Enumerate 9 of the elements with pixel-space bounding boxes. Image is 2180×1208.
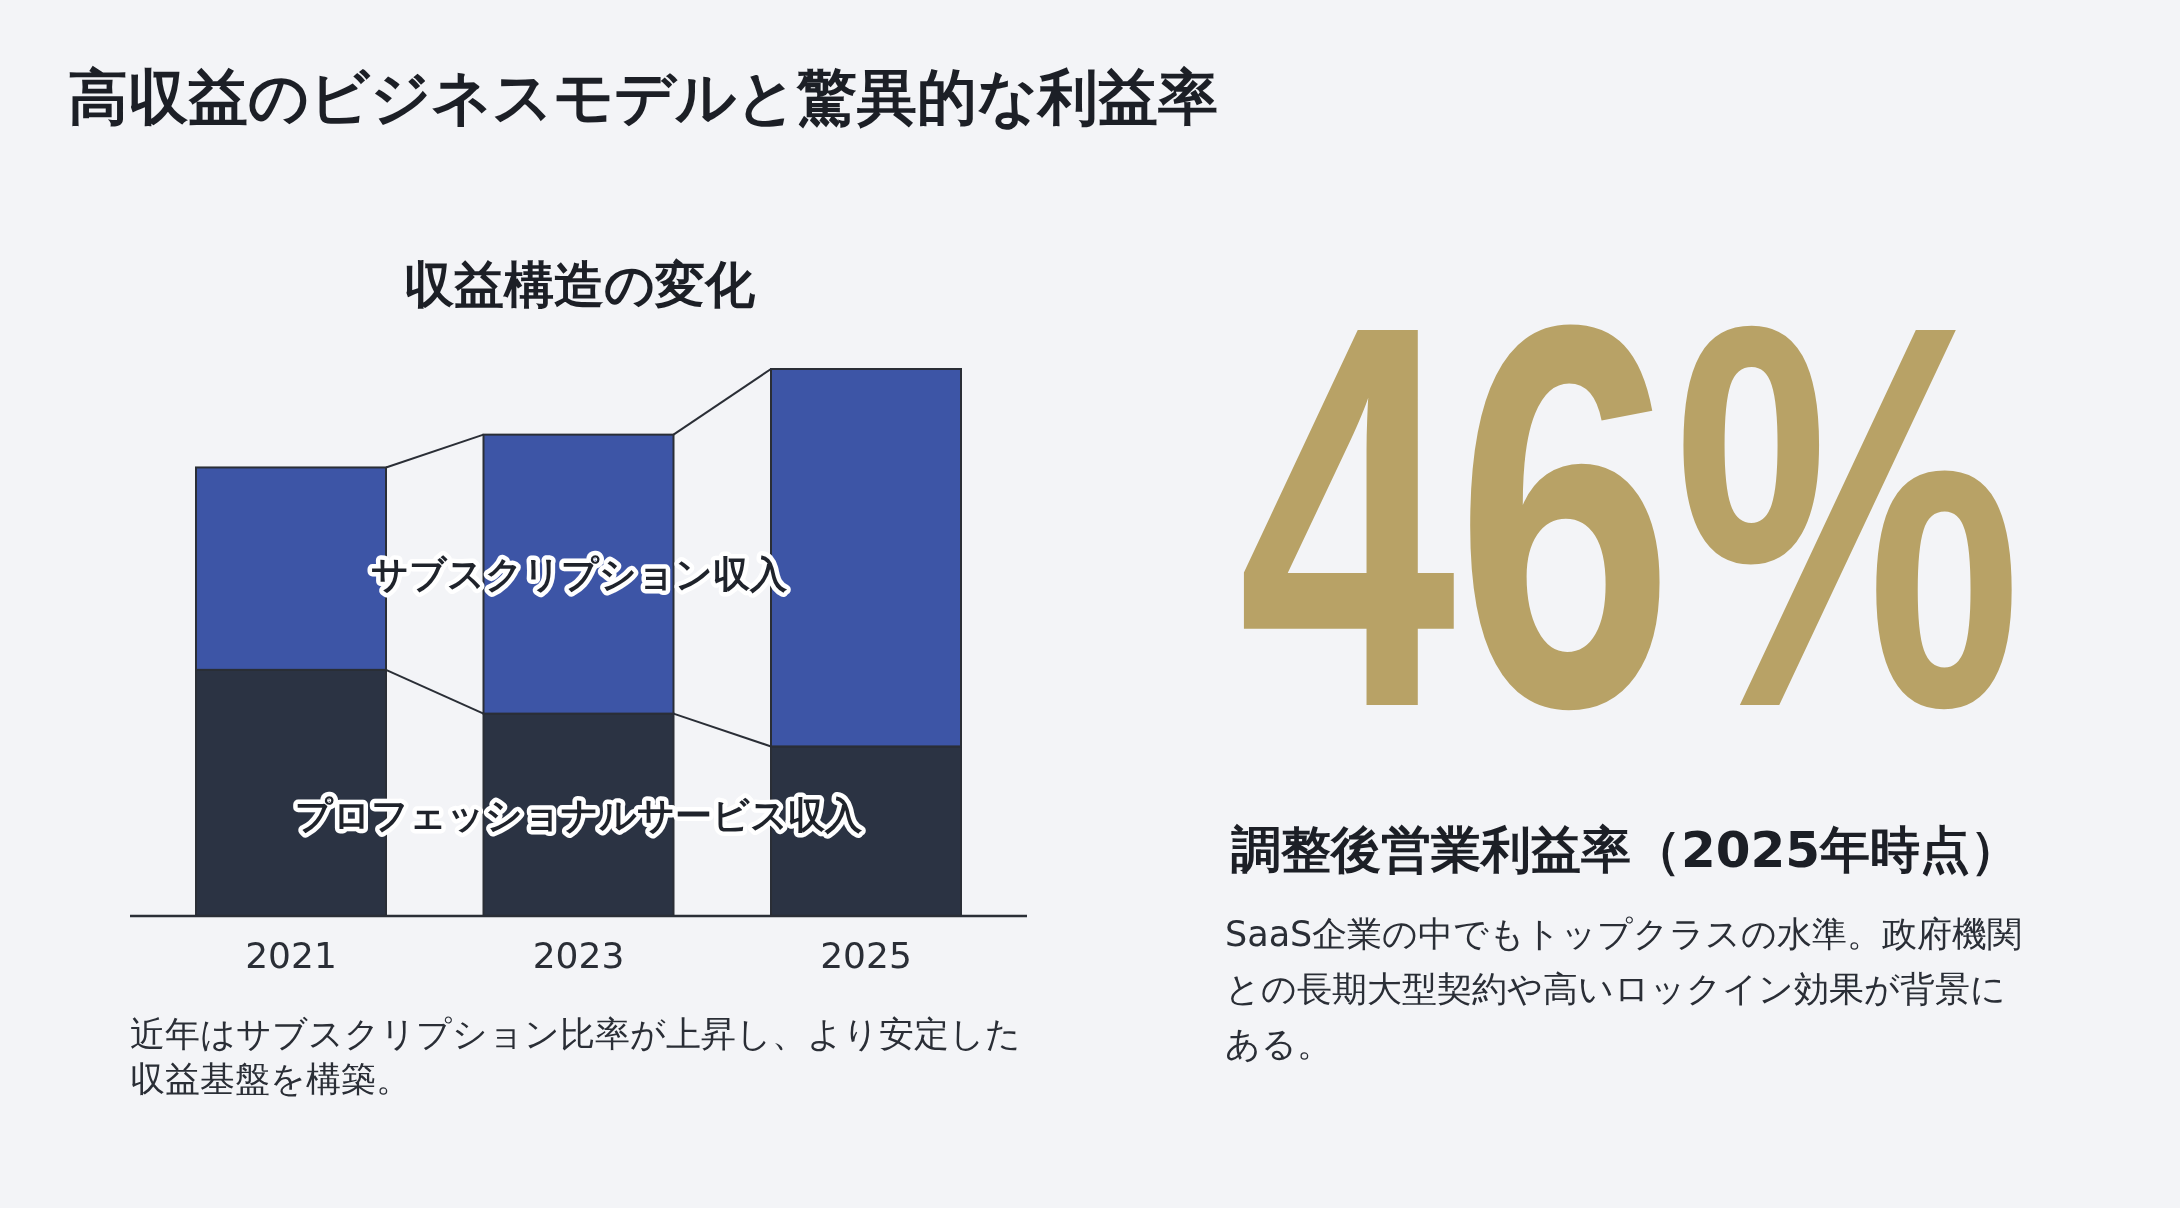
text: 近年はサブスクリプション比率が上昇し、より安定した収益基盤を構築。 <box>130 1013 1022 1101</box>
x-tick-label: 2023 <box>532 935 625 976</box>
text: 46% <box>1238 211 2022 821</box>
text: 調整後営業利益率（2025年時点） <box>1231 820 2021 880</box>
x-tick-label: 2021 <box>245 935 337 976</box>
x-tick-label: 2025 <box>820 935 912 976</box>
text: 高収益のビジネスモデルと驚異的な利益率 <box>68 61 1218 133</box>
chart-title: 収益構造の変化 <box>402 255 756 315</box>
text: SaaS企業の中でもトップクラスの水準。政府機関との長期大型契約や高いロックイン効果が背景にある。 <box>1225 913 2024 1066</box>
